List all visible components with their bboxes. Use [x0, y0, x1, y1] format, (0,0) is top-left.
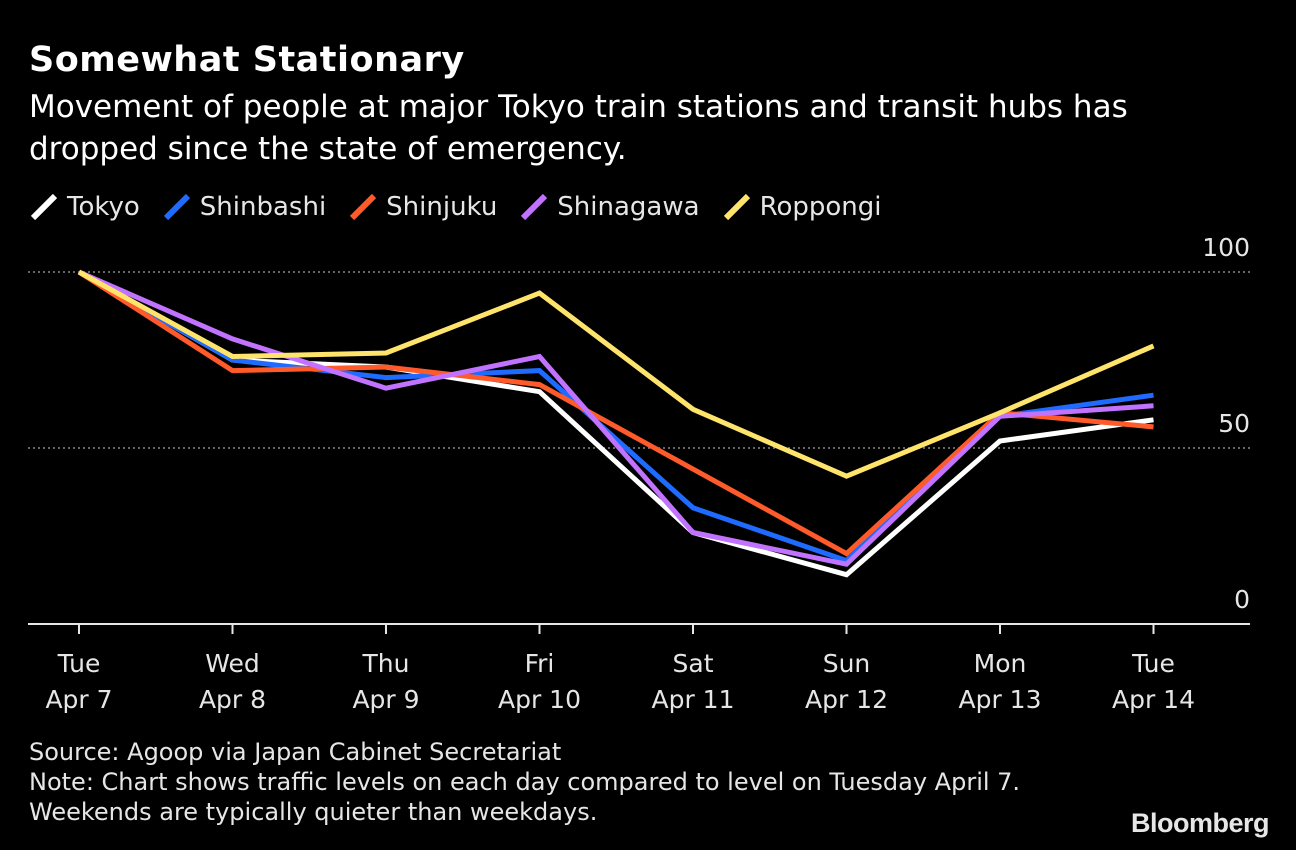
x-tick-label-day-4: Sat: [673, 649, 714, 678]
legend-label-shinagawa: Shinagawa: [557, 192, 700, 222]
x-tick-label-day-0: Tue: [57, 649, 101, 678]
legend-item-roppongi: Roppongi: [722, 192, 882, 222]
x-tick-label-date-5: Apr 12: [805, 685, 888, 714]
x-tick-label-date-3: Apr 10: [498, 685, 581, 714]
chart-subtitle: Movement of people at major Tokyo train …: [29, 89, 1128, 167]
x-tick-label-day-3: Fri: [525, 649, 555, 678]
y-tick-label-100: 100: [1202, 233, 1250, 262]
legend-swatch-shinbashi: [163, 193, 190, 221]
x-tick-label-date-6: Apr 13: [958, 685, 1041, 714]
x-tick-label-day-5: Sun: [823, 649, 871, 678]
x-tick-label-day-1: Wed: [205, 649, 260, 678]
legend-label-shinbashi: Shinbashi: [199, 192, 327, 222]
x-tick-label-date-4: Apr 11: [651, 685, 734, 714]
series-line-shinagawa: [78, 269, 1154, 567]
legend-item-shinjuku: Shinjuku: [348, 192, 497, 222]
legend-item-tokyo: Tokyo: [29, 192, 140, 222]
legend-swatch-roppongi: [723, 193, 750, 221]
legend-label-shinjuku: Shinjuku: [386, 192, 498, 222]
x-tick-label-day-7: Tue: [1131, 649, 1175, 678]
x-tick-label-date-2: Apr 9: [352, 685, 419, 714]
x-tick-label-date-0: Apr 7: [45, 685, 112, 714]
y-tick-label-0: 0: [1234, 585, 1250, 614]
bloomberg-logo: Bloomberg: [1130, 808, 1270, 838]
x-tick-label-date-7: Apr 14: [1112, 685, 1195, 714]
y-tick-label-50: 50: [1218, 409, 1250, 438]
legend-item-shinagawa: Shinagawa: [519, 192, 700, 222]
legend-item-shinbashi: Shinbashi: [162, 192, 326, 222]
source-note: Source: Agoop via Japan Cabinet Secretar…: [29, 738, 562, 766]
legend: Tokyo Shinbashi Shinjuku Shinagawa Roppo…: [29, 192, 904, 222]
legend-swatch-shinagawa: [521, 193, 548, 221]
x-tick-label-date-1: Apr 8: [199, 685, 266, 714]
series-line-shinjuku: [77, 269, 1154, 557]
series-line-roppongi: [77, 269, 1155, 479]
x-tick-label-day-6: Mon: [974, 649, 1027, 678]
methodology-note: Note: Chart shows traffic levels on each…: [29, 768, 1021, 826]
chart-footer: Source: Agoop via Japan Cabinet Secretar…: [29, 737, 1069, 827]
x-tick-label-day-2: Thu: [362, 649, 410, 678]
legend-swatch-tokyo: [30, 193, 58, 221]
legend-swatch-shinjuku: [350, 193, 377, 221]
chart-title: Somewhat Stationary: [29, 40, 465, 80]
legend-label-roppongi: Roppongi: [759, 192, 882, 222]
legend-label-tokyo: Tokyo: [67, 192, 140, 222]
